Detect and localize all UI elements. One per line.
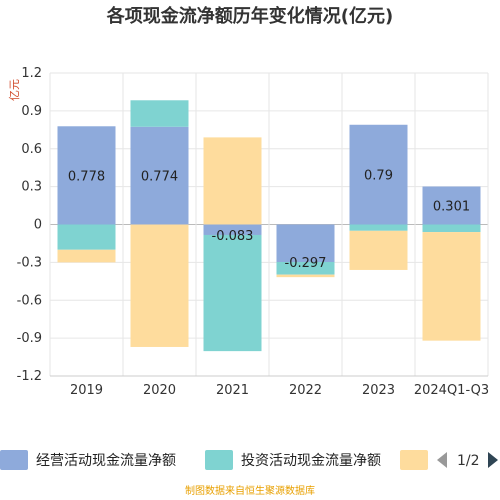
chart-title: 各项现金流净额历年变化情况(亿元) [106, 5, 393, 27]
data-label: 0.79 [364, 169, 393, 184]
x-tick-label: 2023 [362, 383, 395, 398]
data-label: -0.297 [285, 256, 327, 271]
bar-layer [57, 100, 481, 352]
y-tick-label: 1.2 [21, 66, 42, 81]
bar-segment-1-2024Q1-Q3[interactable] [422, 224, 481, 233]
legend-swatch-financing[interactable] [400, 450, 428, 470]
y-tick-label: 0.9 [21, 104, 42, 119]
y-tick-label: 0 [34, 218, 42, 233]
grid-layer [49, 72, 489, 377]
legend: 经营活动现金流量净额 投资活动现金流量净额 1/2 [0, 450, 498, 470]
bar-segment-2-2020[interactable] [130, 224, 189, 347]
bar-segment-2-2024Q1-Q3[interactable] [422, 232, 481, 341]
bar-segment-1-2019[interactable] [57, 224, 116, 250]
bar-segment-0-2020[interactable] [130, 126, 189, 225]
data-label: -0.083 [212, 229, 254, 244]
data-label: 0.774 [141, 170, 178, 185]
y-tick-label: 0.3 [21, 180, 42, 195]
bar-segment-0-2021[interactable] [203, 224, 262, 235]
bar-segment-1-2021[interactable] [203, 234, 262, 352]
data-label: 0.778 [68, 169, 105, 184]
legend-swatch-investing[interactable] [205, 450, 233, 470]
y-axis-unit-label: 亿元 [8, 79, 21, 101]
bar-segment-0-2019[interactable] [57, 126, 116, 225]
legend-next-page-icon[interactable] [488, 452, 498, 468]
bar-segment-1-2023[interactable] [349, 224, 408, 231]
data-label-layer: 0.778 0.774 -0.083 -0.297 0.79 0.301 [68, 169, 470, 271]
data-source-note: 制图数据来自恒生聚源数据库 [185, 484, 315, 497]
x-tick-label: 2019 [70, 383, 103, 398]
x-tick-label: 2022 [289, 383, 322, 398]
legend-prev-page-icon[interactable] [437, 452, 447, 468]
x-tick-layer: 2019 2020 2021 2022 2023 2024Q1-Q3 [70, 383, 489, 398]
bar-segment-1-2022[interactable] [276, 261, 335, 275]
legend-pager-text: 1/2 [457, 453, 480, 469]
data-label: 0.301 [433, 199, 470, 214]
legend-label-investing[interactable]: 投资活动现金流量净额 [241, 453, 381, 469]
legend-swatch-operating[interactable] [0, 450, 28, 470]
bar-segment-0-2024Q1-Q3[interactable] [422, 186, 481, 225]
bar-segment-0-2022[interactable] [276, 224, 335, 262]
x-tick-label: 2024Q1-Q3 [414, 383, 489, 398]
bar-segment-0-2023[interactable] [349, 124, 408, 225]
y-tick-label: -0.6 [17, 293, 42, 308]
y-tick-label: 0.6 [21, 142, 42, 157]
bar-segment-2-2022[interactable] [276, 274, 335, 278]
y-tick-layer: 1.2 0.9 0.6 0.3 0 -0.3 -0.6 -0.9 -1.2 [17, 66, 42, 384]
legend-label-operating[interactable]: 经营活动现金流量净额 [36, 453, 176, 469]
bar-segment-1-2020[interactable] [130, 100, 189, 127]
y-tick-label: -1.2 [17, 369, 42, 384]
y-tick-label: -0.9 [17, 331, 42, 346]
y-tick-label: -0.3 [17, 255, 42, 270]
bar-segment-2-2021[interactable] [203, 137, 262, 225]
x-tick-label: 2020 [143, 383, 176, 398]
bar-segment-2-2019[interactable] [57, 249, 116, 263]
x-tick-label: 2021 [216, 383, 249, 398]
bar-segment-2-2023[interactable] [349, 230, 408, 270]
